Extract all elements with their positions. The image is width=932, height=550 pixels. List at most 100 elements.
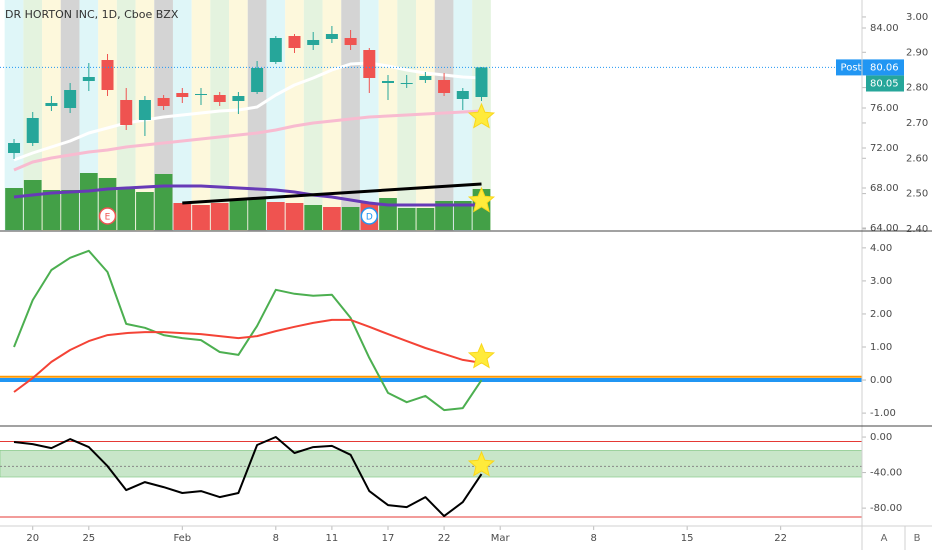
indicator-line (13, 249, 483, 412)
candle-body (400, 83, 413, 84)
event-label: D (366, 213, 373, 223)
volume-bar (435, 201, 453, 230)
star-marker (467, 450, 496, 477)
session-band (303, 0, 323, 231)
session-band (322, 0, 342, 231)
zone-band (0, 450, 863, 478)
candle-body (101, 60, 114, 90)
y-tick-label: 64.00 (870, 223, 899, 234)
volume-bar (397, 208, 416, 230)
session-band (341, 0, 360, 231)
log-scale-button[interactable]: B (914, 533, 921, 544)
event-label: E (105, 213, 111, 223)
candle-body (344, 38, 357, 45)
y-tick-label: 2.90 (906, 47, 928, 58)
x-tick-label: 8 (590, 533, 596, 544)
candle-body (325, 34, 338, 39)
volume-bar (136, 192, 154, 230)
y-tick-label: 4.00 (870, 243, 892, 254)
candle-body (232, 96, 245, 101)
volume-bar (210, 203, 229, 230)
candle-body (176, 93, 189, 97)
volume-bar (453, 201, 472, 230)
x-tick-label: 22 (774, 533, 787, 544)
indicator-line (13, 318, 482, 393)
y-tick-label: -80.00 (870, 503, 902, 514)
candle-body (64, 90, 77, 108)
y-tick-label: 2.80 (906, 83, 928, 94)
x-tick-label: 15 (681, 533, 694, 544)
volume-bar (154, 174, 173, 230)
volume-bar (248, 199, 266, 230)
auto-scale-button[interactable]: A (881, 533, 888, 544)
y-tick-label: -40.00 (870, 468, 902, 479)
x-tick-label: 8 (273, 533, 279, 544)
x-tick-label: 11 (326, 533, 339, 544)
volume-bar (323, 207, 341, 230)
x-tick-label: 17 (382, 533, 395, 544)
volume-line (182, 182, 482, 205)
volume-bar (379, 198, 397, 230)
x-tick-label: Feb (173, 533, 191, 544)
y-tick-label: 2.40 (906, 224, 928, 235)
session-band (434, 0, 454, 231)
candle-body (120, 100, 133, 125)
session-band (285, 0, 304, 231)
price-label-name: Post (841, 62, 862, 73)
indicator-line (13, 436, 483, 518)
price-label-value: 80.05 (870, 79, 899, 90)
event-marker (98, 207, 117, 225)
chart-title: DR HORTON INC, 1D, Cboe BZX (5, 8, 179, 21)
y-tick-label: 84.00 (870, 23, 899, 34)
volume-bar (416, 208, 435, 230)
star-marker (467, 186, 496, 213)
candle-body (307, 40, 320, 45)
candle-body (381, 81, 394, 83)
volume-bar (117, 188, 136, 230)
session-band (42, 0, 61, 231)
volume-bar (61, 190, 79, 230)
session-band (453, 0, 473, 231)
candle-body (26, 118, 39, 143)
price-label-box (866, 75, 904, 92)
star-marker (467, 102, 496, 129)
y-tick-label: 2.50 (906, 189, 928, 200)
y-tick-label: -1.00 (870, 408, 896, 419)
session-band (98, 0, 117, 231)
volume-bar (285, 203, 304, 230)
event-marker (360, 207, 379, 225)
y-tick-label: 0.00 (870, 375, 892, 386)
volume-bar (341, 207, 360, 230)
y-tick-label: 3.00 (906, 12, 928, 23)
candle-body (138, 100, 151, 120)
session-band (229, 0, 248, 231)
volume-bar (229, 199, 248, 230)
candle-body (363, 50, 376, 78)
candle-body (251, 68, 264, 92)
price-label-tag (836, 59, 866, 76)
volume-bar (5, 188, 23, 230)
y-tick-label: 76.00 (870, 103, 899, 114)
candle-body (82, 77, 95, 81)
session-band (4, 0, 24, 231)
star-marker (467, 342, 496, 369)
y-tick-label: 2.70 (906, 118, 928, 129)
session-band (60, 0, 80, 231)
y-tick-label: 2.00 (870, 309, 892, 320)
candle-body (475, 67, 488, 97)
y-tick-label: 68.00 (870, 183, 899, 194)
price-label-box (866, 59, 904, 76)
volume-bar (192, 205, 210, 230)
x-tick-label: 20 (26, 533, 39, 544)
volume-bar (42, 190, 61, 230)
candle-body (195, 94, 208, 95)
candle-body (419, 76, 432, 80)
plot-layer: ED84.0080.0076.0072.0068.0064.003.002.90… (0, 12, 928, 544)
volume-bar (79, 173, 98, 230)
price-label-value: 80.06 (870, 62, 899, 73)
volume-bar (173, 203, 192, 230)
x-tick-label: 22 (438, 533, 451, 544)
moving-average (13, 61, 482, 162)
volume-bar (304, 205, 323, 230)
